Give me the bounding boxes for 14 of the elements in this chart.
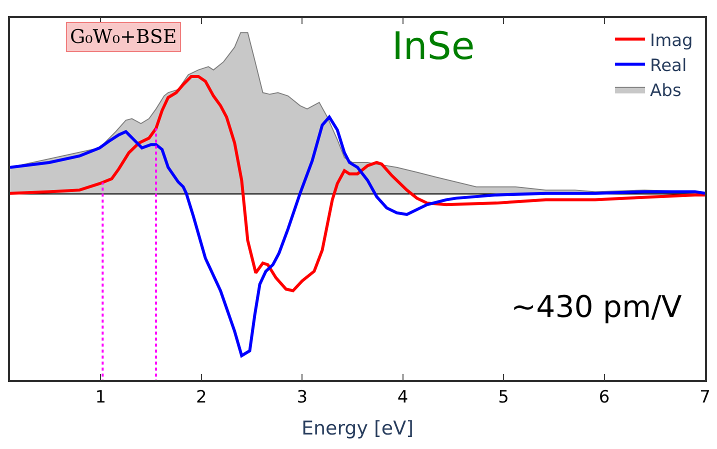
x-tick-label: 6 (598, 387, 610, 408)
x-tick-label: 5 (498, 387, 509, 408)
x-axis-title: Energy [eV] (301, 418, 414, 440)
annotation: ~430 pm/V (511, 290, 682, 325)
x-tick-label: 3 (296, 387, 308, 408)
x-tick-label: 4 (397, 387, 408, 408)
legend-label: Imag (650, 30, 693, 51)
annotation: InSe (392, 24, 475, 68)
x-tick-label: 1 (95, 387, 106, 408)
legend-label: Real (650, 56, 687, 76)
annotation: G₀W₀+BSE (70, 26, 177, 48)
x-tick-label: 2 (196, 387, 207, 408)
legend-label: Abs (650, 81, 682, 101)
x-tick-label: 7 (700, 387, 710, 408)
